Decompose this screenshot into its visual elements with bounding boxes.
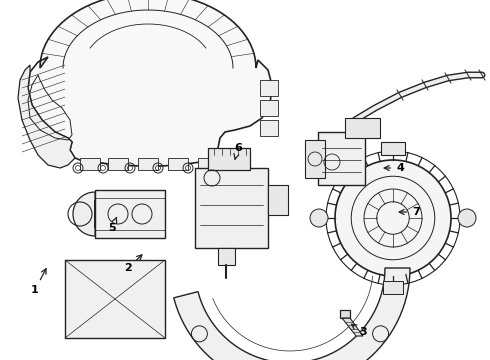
Polygon shape (218, 248, 235, 265)
Polygon shape (381, 142, 405, 155)
Polygon shape (80, 158, 100, 170)
Polygon shape (73, 192, 95, 236)
Polygon shape (168, 158, 188, 170)
Polygon shape (268, 185, 288, 215)
Text: 3: 3 (351, 324, 367, 337)
Polygon shape (198, 158, 218, 170)
Polygon shape (342, 318, 363, 336)
Text: 1: 1 (31, 269, 46, 295)
Polygon shape (318, 132, 365, 185)
Text: 7: 7 (399, 207, 420, 217)
Polygon shape (195, 168, 268, 248)
Polygon shape (65, 260, 165, 338)
Polygon shape (260, 80, 278, 96)
Polygon shape (18, 65, 75, 168)
Polygon shape (260, 100, 278, 116)
Polygon shape (28, 0, 272, 166)
Circle shape (310, 209, 328, 227)
Polygon shape (95, 190, 165, 238)
Polygon shape (345, 118, 380, 138)
Text: 4: 4 (384, 163, 404, 173)
Text: 5: 5 (108, 217, 117, 233)
Polygon shape (305, 140, 325, 178)
Text: 2: 2 (124, 255, 142, 273)
Polygon shape (208, 148, 250, 170)
Text: 6: 6 (234, 143, 242, 159)
Polygon shape (383, 281, 403, 294)
Circle shape (335, 160, 451, 276)
Circle shape (458, 209, 476, 227)
Polygon shape (108, 158, 128, 170)
Polygon shape (340, 310, 350, 318)
Polygon shape (260, 120, 278, 136)
Polygon shape (174, 268, 410, 360)
Polygon shape (138, 158, 158, 170)
